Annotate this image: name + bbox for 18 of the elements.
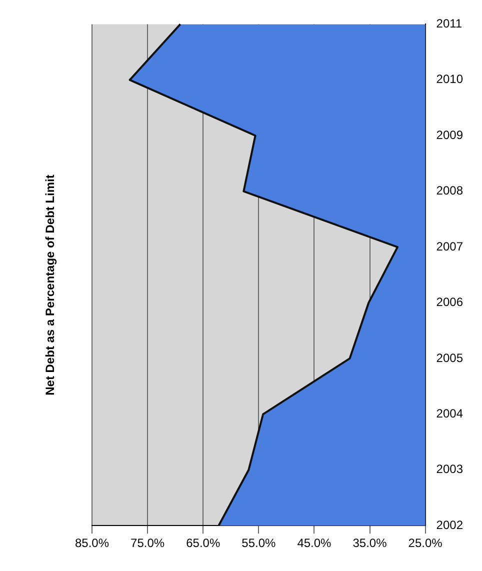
y-tick-label: 2010 xyxy=(436,72,464,86)
x-tick-label: 25.0% xyxy=(408,536,443,550)
text: Net Debt as a Percentage of Debt Limit xyxy=(43,174,57,396)
y-tick-label: 2004 xyxy=(436,406,464,420)
x-tick-label: 65.0% xyxy=(186,536,220,550)
y-tick-label: 2003 xyxy=(436,462,464,476)
x-tick-label: 35.0% xyxy=(352,536,388,550)
x-tick-label: 75.0% xyxy=(130,536,165,550)
y-tick-label: 2002 xyxy=(436,518,464,532)
x-tick-label: 85.0% xyxy=(74,536,110,550)
y-tick-label: 2008 xyxy=(436,184,464,198)
y-tick-label: 2009 xyxy=(436,128,464,142)
y-tick-label: 2005 xyxy=(436,350,464,365)
x-tick-label: 45.0% xyxy=(297,536,332,550)
y-tick-label: 2006 xyxy=(436,295,464,310)
y-tick-label: 2007 xyxy=(436,239,464,254)
x-tick-label: 55.0% xyxy=(242,536,276,550)
y-tick-label: 2011 xyxy=(436,16,462,31)
